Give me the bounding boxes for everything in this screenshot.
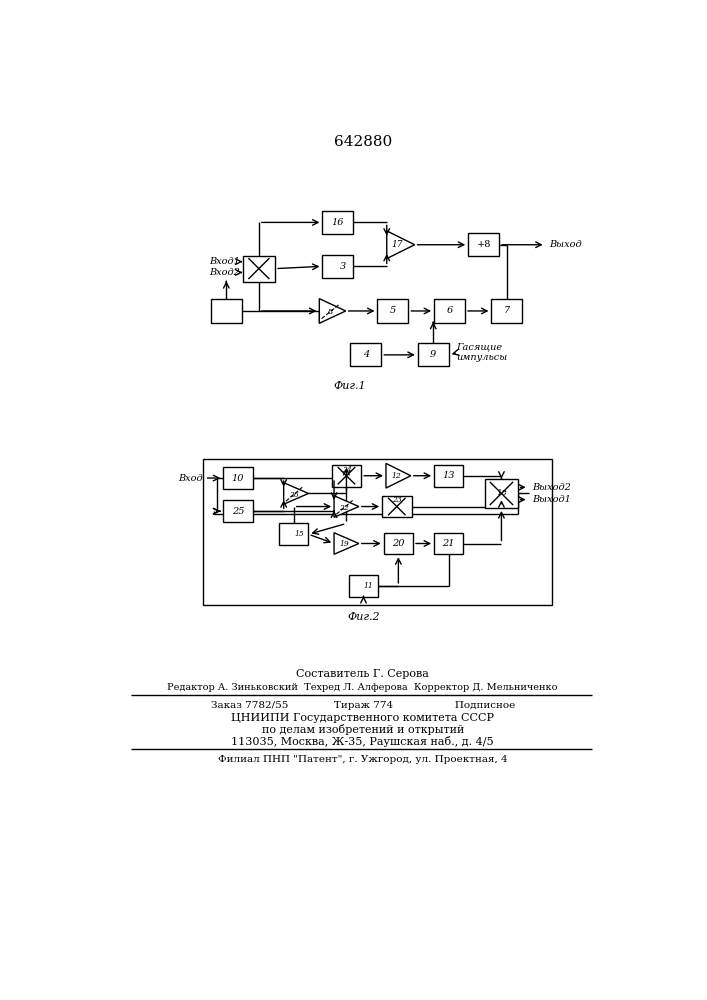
Text: 22: 22	[339, 504, 349, 512]
Bar	[279, 523, 308, 545]
Text: 25: 25	[232, 507, 244, 516]
Text: 12: 12	[391, 472, 401, 480]
Text: 26: 26	[289, 491, 298, 499]
Text: 20: 20	[392, 539, 404, 548]
Bar	[243, 256, 275, 282]
Text: 17: 17	[392, 240, 404, 249]
Text: 18: 18	[496, 489, 507, 497]
Text: 3: 3	[340, 262, 346, 271]
Text: 19: 19	[339, 540, 349, 548]
Bar	[491, 299, 522, 323]
Text: Филиал ПНП "Патент", г. Ужгород, ул. Проектная, 4: Филиал ПНП "Патент", г. Ужгород, ул. Про…	[218, 755, 508, 764]
Text: ЦНИИПИ Государственного комитета СССР: ЦНИИПИ Государственного комитета СССР	[231, 713, 494, 723]
Text: 6: 6	[446, 306, 452, 315]
Bar	[485, 479, 518, 508]
Text: 13: 13	[443, 471, 455, 480]
Bar	[322, 255, 354, 278]
Polygon shape	[320, 299, 346, 323]
Text: Вход: Вход	[178, 474, 203, 483]
Text: Вход2: Вход2	[209, 268, 240, 277]
Text: 16: 16	[332, 218, 344, 227]
Bar	[384, 533, 413, 554]
Text: Заказ 7782/55              Тираж 774                   Подписное: Заказ 7782/55 Тираж 774 Подписное	[211, 701, 515, 710]
Bar	[332, 465, 361, 487]
Text: 21: 21	[443, 539, 455, 548]
Text: 24: 24	[341, 466, 351, 474]
Text: импульсы: импульсы	[457, 353, 508, 362]
Bar	[468, 233, 499, 256]
Polygon shape	[334, 496, 359, 517]
Bar	[378, 299, 409, 323]
Polygon shape	[284, 483, 308, 504]
Bar	[434, 465, 464, 487]
Bar	[322, 211, 354, 234]
Text: Вход1: Вход1	[209, 257, 240, 266]
Text: 9: 9	[430, 350, 436, 359]
Bar	[351, 343, 381, 366]
Text: Редактор А. Зиньковский  Техред Л. Алферова  Корректор Д. Мельниченко: Редактор А. Зиньковский Техред Л. Алферо…	[168, 683, 558, 692]
Text: Выход1: Выход1	[532, 495, 571, 504]
Text: 8: 8	[327, 308, 333, 316]
Text: Составитель Г. Серова: Составитель Г. Серова	[296, 669, 429, 679]
Text: 113035, Москва, Ж-35, Раушская наб., д. 4/5: 113035, Москва, Ж-35, Раушская наб., д. …	[231, 736, 494, 747]
Bar	[434, 299, 465, 323]
Text: Выход2: Выход2	[532, 483, 571, 492]
Bar	[434, 533, 464, 554]
Bar	[349, 575, 378, 597]
Text: 4: 4	[363, 350, 369, 359]
Bar	[203, 459, 552, 605]
Text: 15: 15	[294, 530, 304, 538]
Text: Гасящие: Гасящие	[457, 343, 503, 352]
Bar	[223, 500, 252, 522]
Bar	[223, 467, 252, 489]
Text: Фиг.1: Фиг.1	[333, 381, 366, 391]
Text: 7: 7	[504, 306, 510, 315]
Text: 23: 23	[392, 496, 402, 504]
Text: по делам изобретений и открытий: по делам изобретений и открытий	[262, 724, 464, 735]
Polygon shape	[387, 231, 414, 259]
Text: 5: 5	[390, 306, 396, 315]
Polygon shape	[334, 533, 359, 554]
Text: +8: +8	[477, 240, 491, 249]
Text: 11: 11	[363, 582, 373, 590]
Text: Выход: Выход	[549, 240, 581, 249]
Bar	[211, 299, 242, 323]
Text: Фиг.2: Фиг.2	[347, 612, 380, 622]
Polygon shape	[386, 463, 411, 488]
Text: 10: 10	[232, 474, 244, 483]
Bar	[382, 496, 411, 517]
Bar	[418, 343, 449, 366]
Text: 642880: 642880	[334, 135, 392, 149]
